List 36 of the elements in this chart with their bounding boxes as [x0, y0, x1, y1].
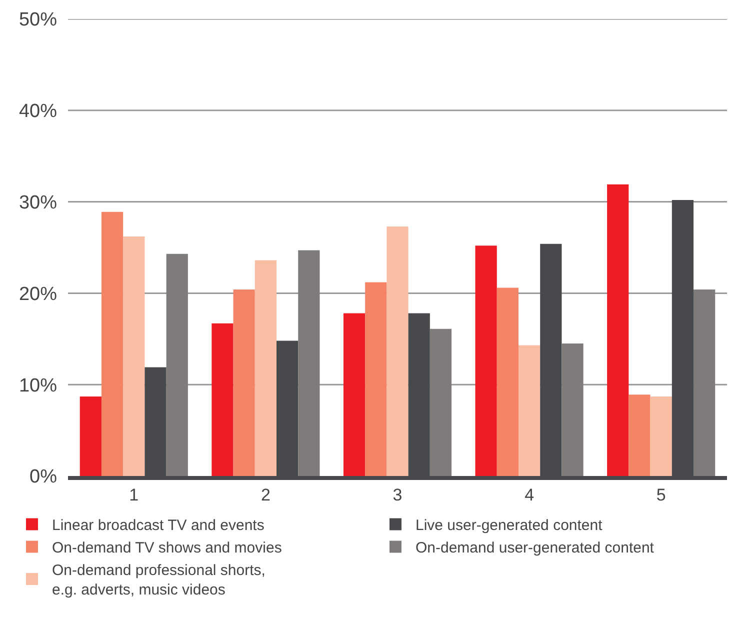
legend-label: Live user-generated content — [415, 517, 604, 534]
y-tick-label: 0% — [30, 466, 58, 488]
legend-label: On-demand professional shorts, e.g. adverts, music videos — [52, 562, 266, 599]
y-tick-label: 10% — [18, 375, 58, 396]
x-tick-label: 3 — [392, 485, 402, 504]
bar — [166, 254, 188, 476]
bar — [365, 282, 387, 476]
bar — [254, 260, 277, 476]
y-tick-label: 50% — [18, 10, 58, 31]
bar — [298, 250, 320, 476]
bar — [101, 212, 124, 476]
x-tick-label: 4 — [524, 485, 534, 504]
x-tick-label: 1 — [129, 485, 139, 504]
bar — [496, 288, 518, 476]
bar — [562, 343, 584, 476]
bar — [518, 345, 540, 476]
bar — [628, 394, 650, 476]
y-tick-label: 40% — [18, 101, 58, 122]
bar — [233, 290, 255, 476]
bar — [343, 313, 366, 476]
x-tick-label: 5 — [656, 485, 666, 504]
x-tick-label: 2 — [260, 485, 270, 504]
legend-label: On-demand TV shows and movies — [52, 540, 282, 557]
bar — [650, 396, 672, 476]
y-tick-label: 30% — [18, 192, 58, 214]
bar — [475, 246, 497, 476]
y-tick-label: 20% — [18, 284, 58, 305]
legend-label: On-demand user-generated content — [415, 540, 655, 557]
bar — [607, 184, 629, 476]
bar — [430, 328, 452, 476]
bar — [386, 226, 408, 476]
bar — [123, 236, 145, 476]
bar — [212, 323, 234, 476]
legend-label: Linear broadcast TV and events — [52, 517, 264, 534]
bar — [694, 290, 716, 476]
bar — [80, 396, 102, 476]
